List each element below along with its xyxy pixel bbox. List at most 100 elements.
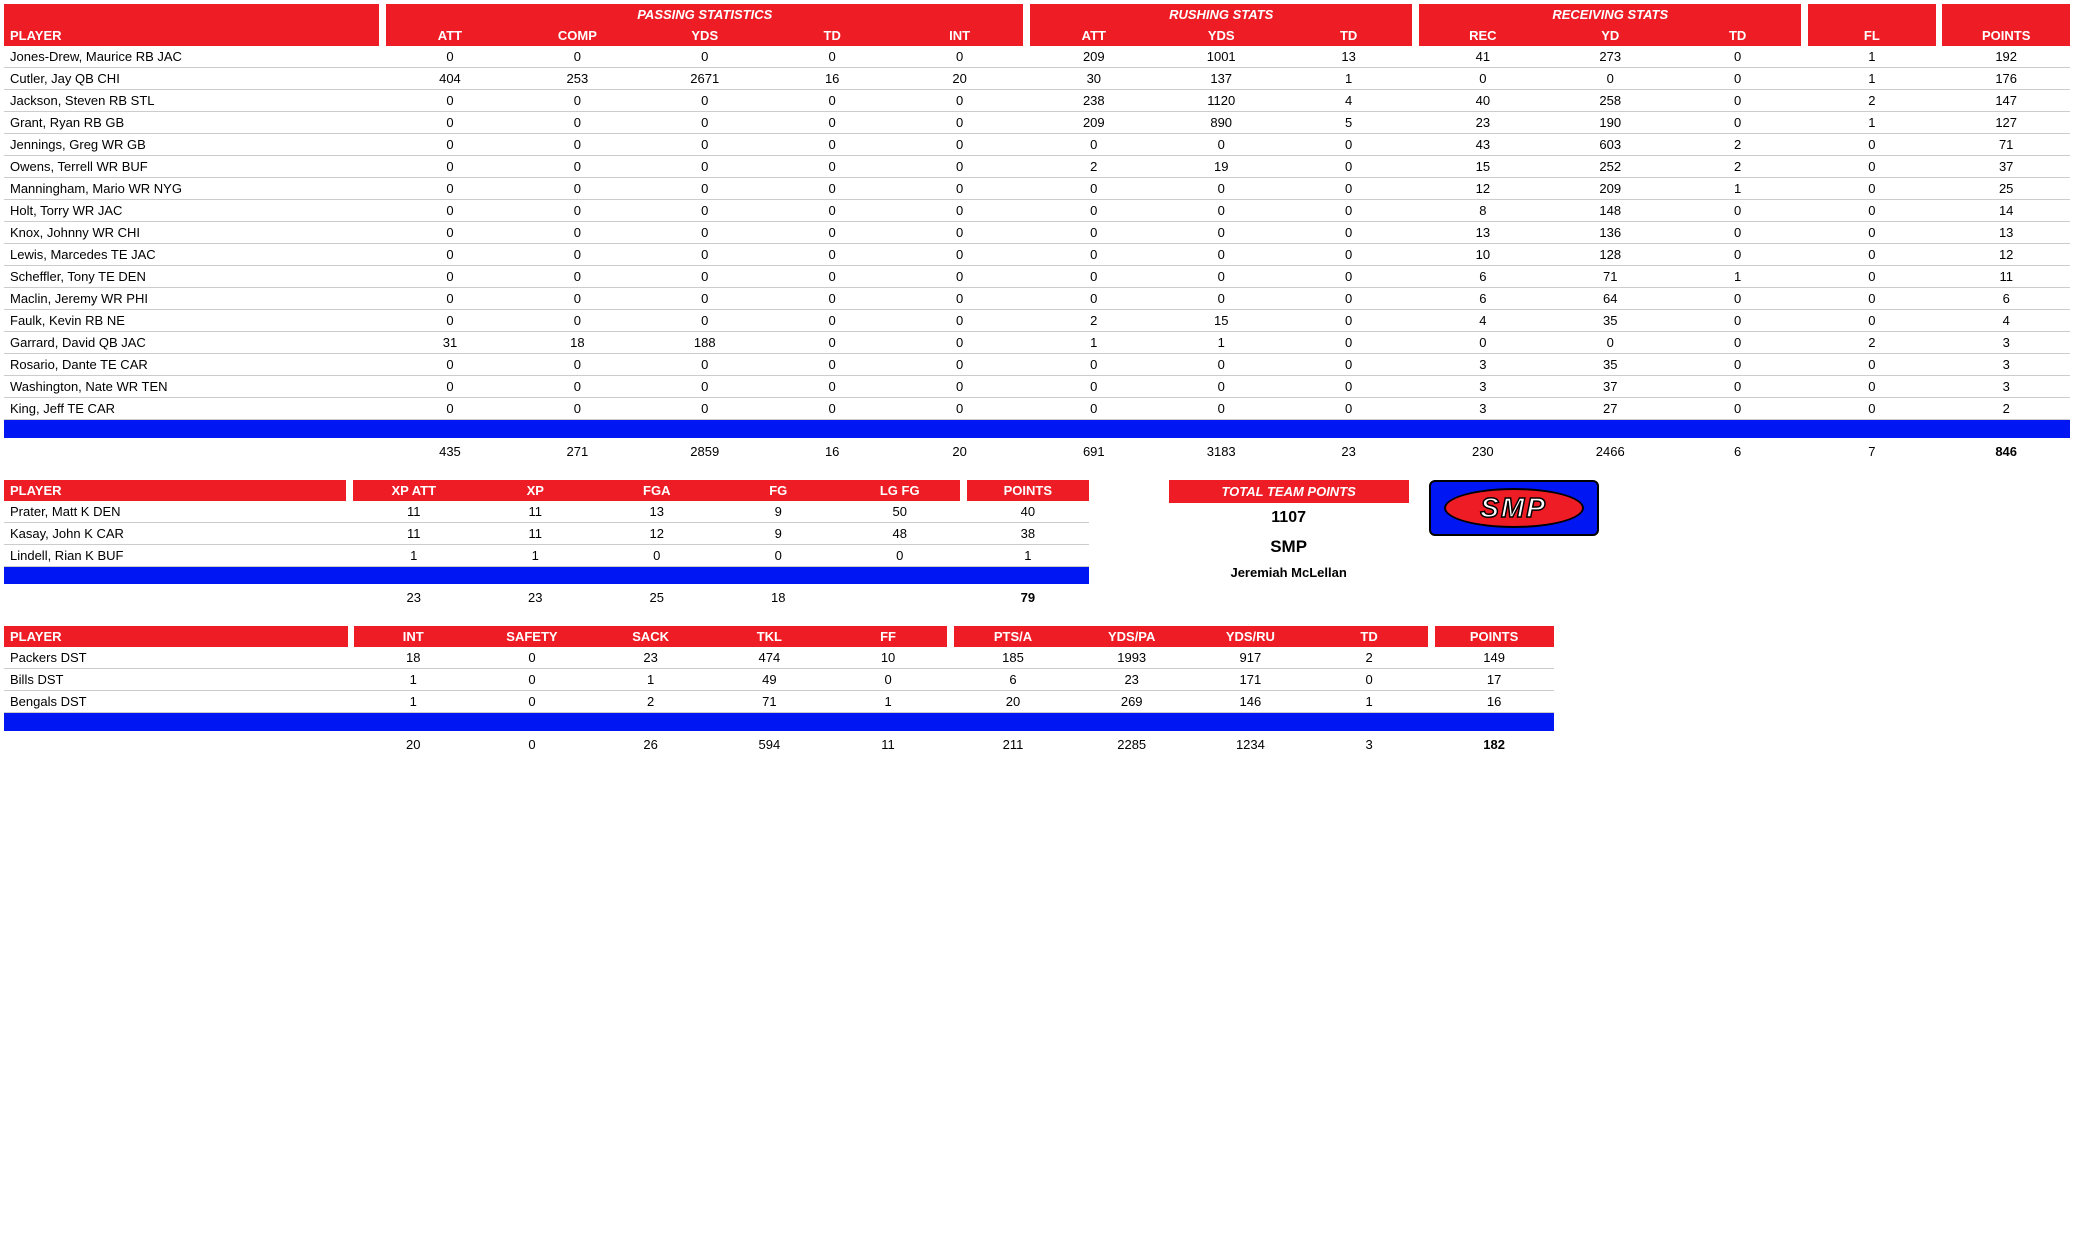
stat-cell: 4 <box>1942 310 2070 332</box>
table-row: Cutler, Jay QB CHI4042532671162030137100… <box>4 68 2070 90</box>
stat-cell: 11 <box>1942 266 2070 288</box>
stat-cell: 49 <box>710 669 829 691</box>
stat-cell: 3 <box>1942 354 2070 376</box>
stat-cell: 27 <box>1547 398 1674 420</box>
stat-cell: 127 <box>1942 112 2070 134</box>
team-points-header: TOTAL TEAM POINTS <box>1169 480 1409 503</box>
stat-cell: 71 <box>710 691 829 713</box>
stat-cell: 0 <box>514 354 641 376</box>
player-name: Garrard, David QB JAC <box>4 332 379 354</box>
stat-cell: 6 <box>1419 266 1546 288</box>
stat-cell: 2671 <box>641 68 768 90</box>
stat-cell: 0 <box>641 288 768 310</box>
stat-cell: 0 <box>1419 68 1546 90</box>
defense-header-row: PLAYER INT SAFETY SACK TKL FF PTS/A YDS/… <box>4 626 1554 647</box>
stat-cell: 9 <box>717 501 838 523</box>
stat-cell: 0 <box>1158 178 1285 200</box>
table-row: Prater, Matt K DEN11111395040 <box>4 501 1089 523</box>
player-name: Bills DST <box>4 669 348 691</box>
stat-cell: 0 <box>768 90 895 112</box>
stat-cell: 0 <box>1808 134 1935 156</box>
table-row: Grant, Ryan RB GB0000020989052319001127 <box>4 112 2070 134</box>
stat-cell: 16 <box>768 68 895 90</box>
table-row: Maclin, Jeremy WR PHI00000000664006 <box>4 288 2070 310</box>
stat-cell: 15 <box>1158 310 1285 332</box>
stat-cell: 0 <box>514 222 641 244</box>
stat-cell: 1 <box>475 544 596 566</box>
stat-cell: 2 <box>1808 90 1935 112</box>
stat-cell: 0 <box>768 178 895 200</box>
table-row: Lewis, Marcedes TE JAC00000000101280012 <box>4 244 2070 266</box>
stat-cell: 0 <box>1674 288 1801 310</box>
table-row: Rosario, Dante TE CAR00000000335003 <box>4 354 2070 376</box>
offense-col-header-row: PLAYER ATT COMP YDS TD INT ATT YDS TD RE… <box>4 25 2070 46</box>
stat-cell: 1 <box>829 691 948 713</box>
stat-cell: 2 <box>1674 156 1801 178</box>
stat-cell: 0 <box>1285 354 1412 376</box>
table-row: Lindell, Rian K BUF110001 <box>4 544 1089 566</box>
team-logo: SMP <box>1429 480 1599 536</box>
stat-cell: 2 <box>1030 310 1157 332</box>
team-name: SMP <box>1169 533 1409 561</box>
stat-cell: 0 <box>896 112 1023 134</box>
stat-cell: 0 <box>768 288 895 310</box>
stat-cell: 0 <box>896 178 1023 200</box>
stat-cell: 0 <box>386 354 513 376</box>
stat-cell: 0 <box>641 134 768 156</box>
stat-cell: 0 <box>1808 266 1935 288</box>
player-name: Cutler, Jay QB CHI <box>4 68 379 90</box>
stat-cell: 0 <box>768 244 895 266</box>
stat-cell: 0 <box>1158 376 1285 398</box>
stat-cell: 1 <box>1808 112 1935 134</box>
stat-cell: 148 <box>1547 200 1674 222</box>
stat-cell: 3 <box>1419 398 1546 420</box>
stat-cell: 0 <box>1030 200 1157 222</box>
team-points-value: 1107 <box>1169 503 1409 533</box>
stat-cell: 0 <box>1030 222 1157 244</box>
table-row: Jones-Drew, Maurice RB JAC00000209100113… <box>4 46 2070 68</box>
table-row: Packers DST180234741018519939172149 <box>4 647 1554 669</box>
stat-cell: 0 <box>1419 332 1546 354</box>
stat-cell: 0 <box>1674 376 1801 398</box>
table-row: Jennings, Greg WR GB00000000436032071 <box>4 134 2070 156</box>
stat-cell: 6 <box>1942 288 2070 310</box>
stat-cell: 38 <box>967 522 1089 544</box>
player-name: Faulk, Kevin RB NE <box>4 310 379 332</box>
stat-cell: 0 <box>1285 376 1412 398</box>
player-name: Scheffler, Tony TE DEN <box>4 266 379 288</box>
player-name: Washington, Nate WR TEN <box>4 376 379 398</box>
stat-cell: 0 <box>641 112 768 134</box>
player-name: Manningham, Mario WR NYG <box>4 178 379 200</box>
offense-table: PASSING STATISTICS RUSHING STATS RECEIVI… <box>4 4 2070 462</box>
stat-cell: 603 <box>1547 134 1674 156</box>
stat-cell: 40 <box>967 501 1089 523</box>
stat-cell: 1 <box>353 544 474 566</box>
stat-cell: 13 <box>1419 222 1546 244</box>
stat-cell: 0 <box>473 691 592 713</box>
stat-cell: 3 <box>1942 332 2070 354</box>
stat-cell: 13 <box>596 501 717 523</box>
table-row: Kasay, John K CAR11111294838 <box>4 522 1089 544</box>
stat-cell: 0 <box>386 376 513 398</box>
stat-cell: 0 <box>514 310 641 332</box>
stat-cell: 0 <box>1285 266 1412 288</box>
stat-cell: 0 <box>641 156 768 178</box>
player-name: Holt, Torry WR JAC <box>4 200 379 222</box>
stat-cell: 37 <box>1942 156 2070 178</box>
stat-cell: 12 <box>1942 244 2070 266</box>
stat-cell: 0 <box>641 376 768 398</box>
stat-cell: 23 <box>1072 669 1191 691</box>
stat-cell: 18 <box>514 332 641 354</box>
stat-cell: 2 <box>591 691 710 713</box>
stat-cell: 1 <box>1030 332 1157 354</box>
player-name: Owens, Terrell WR BUF <box>4 156 379 178</box>
stat-cell: 10 <box>1419 244 1546 266</box>
stat-cell: 23 <box>1419 112 1546 134</box>
player-name: Kasay, John K CAR <box>4 522 346 544</box>
stat-cell: 0 <box>473 669 592 691</box>
stat-cell: 1 <box>1808 68 1935 90</box>
stat-cell: 1 <box>967 544 1089 566</box>
stat-cell: 0 <box>386 156 513 178</box>
stat-cell: 0 <box>386 310 513 332</box>
stat-cell: 2 <box>1942 398 2070 420</box>
